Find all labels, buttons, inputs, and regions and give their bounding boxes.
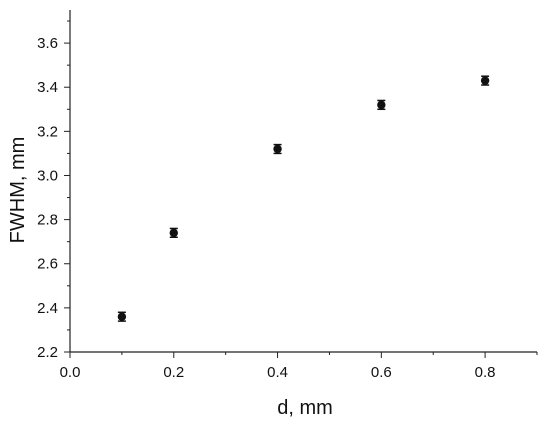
data-point [480,75,490,86]
y-tick-label: 3.2 [37,123,58,140]
x-tick-label: 0.4 [267,364,288,381]
y-tick-label: 2.4 [37,300,58,317]
data-point [377,99,386,111]
point-marker [273,144,282,154]
point-marker [169,228,178,238]
point-marker [377,100,386,110]
x-tick-label: 0.2 [163,364,184,381]
y-tick-label: 2.6 [37,256,58,273]
x-tick-label: 0.0 [60,364,81,381]
ticks: 0.0 0.2 0.4 0.6 0.8 2.2 2.4 2.6 2.8 3.0 3.2 3.4 3.6 [37,20,538,381]
point-marker [117,312,127,321]
data-points [117,75,490,322]
x-tick-label: 0.6 [371,364,392,381]
y-axis-title: FWHM, mm [7,137,29,244]
y-tick-label: 2.8 [37,212,58,229]
axes [69,10,537,353]
data-point [117,311,127,322]
y-tick-label: 2.2 [37,344,58,361]
x-tick-label: 0.8 [475,364,496,381]
y-tick-label: 3.0 [37,167,58,184]
x-axis-title: d, mm [277,397,333,419]
data-point [169,227,178,239]
data-point [273,143,282,155]
y-tick-label: 3.4 [37,79,58,96]
y-tick-label: 3.6 [37,35,58,52]
point-marker [480,76,490,85]
